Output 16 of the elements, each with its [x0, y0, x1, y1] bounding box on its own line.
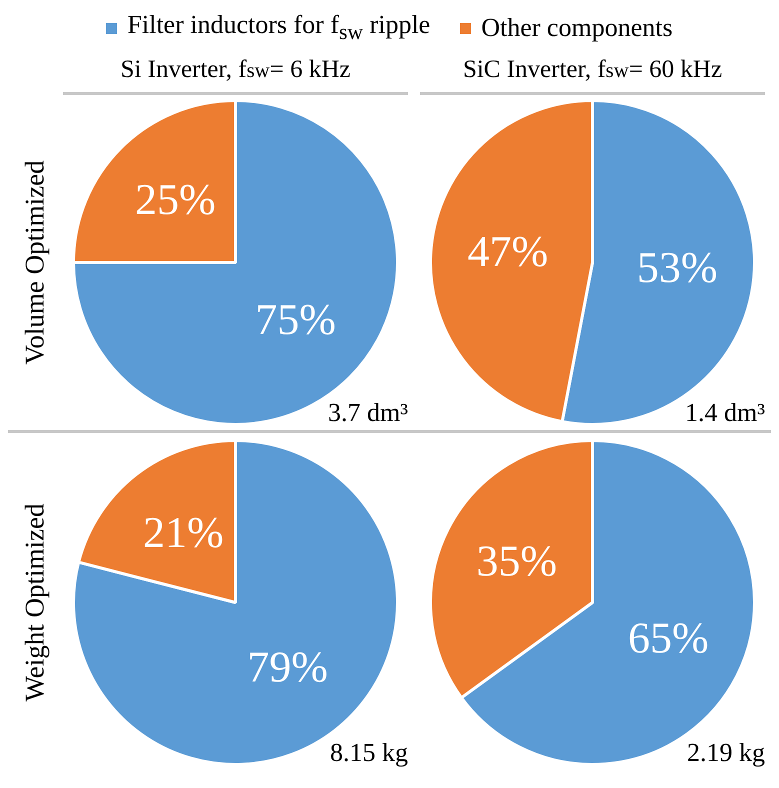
data-label: 65%: [628, 614, 709, 663]
data-label: 35%: [476, 536, 558, 586]
data-label: 79%: [247, 642, 328, 692]
text: 3.7 dm³: [328, 398, 408, 428]
legend-label: Other components: [481, 13, 673, 43]
data-label: 75%: [255, 295, 336, 344]
data-label: 25%: [135, 174, 216, 224]
text: 8.15 kg: [330, 738, 408, 768]
legend-label: Filter inductors for f$_{sw}$ ripple: [127, 10, 430, 46]
text: 1.4 dm³: [684, 398, 765, 428]
data-label: 21%: [143, 508, 224, 557]
text: 2.19 kg: [687, 738, 765, 768]
text: Weight Optimized: [20, 503, 51, 702]
data-label: 53%: [636, 243, 718, 292]
text: Volume Optimized: [20, 160, 51, 365]
data-label: 47%: [468, 227, 548, 276]
